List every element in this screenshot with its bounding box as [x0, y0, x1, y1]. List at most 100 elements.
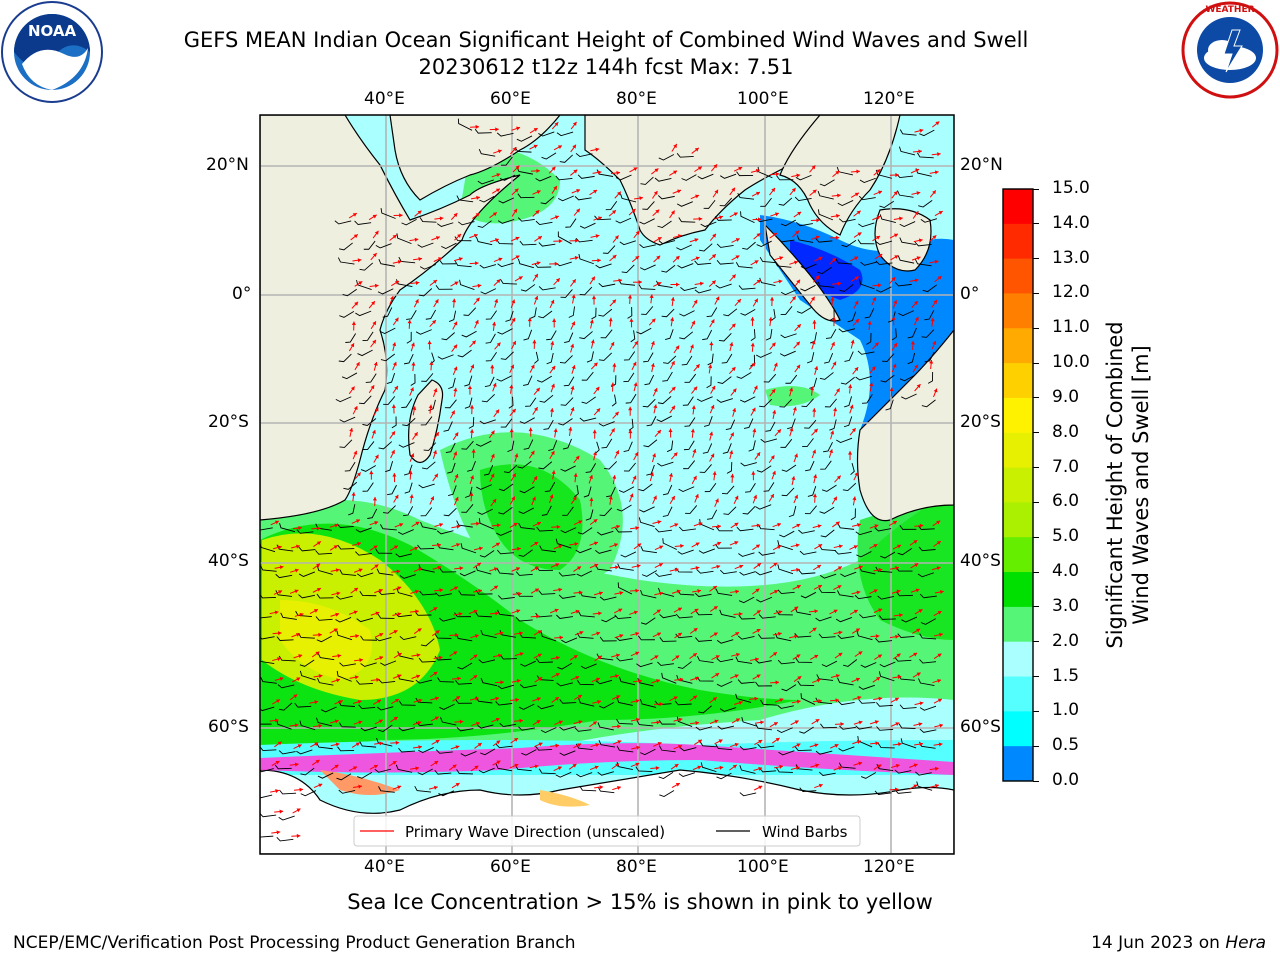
wind-barb [666, 440, 674, 453]
wave-direction-arrowhead [274, 520, 279, 525]
wave-direction-arrowhead [758, 739, 763, 744]
wave-direction-arrowhead [349, 427, 354, 432]
wind-barb [707, 353, 714, 366]
wind-barb [854, 594, 872, 600]
wind-barb [695, 637, 713, 642]
wave-direction-arrowhead [415, 589, 419, 594]
wave-direction-arrowhead [355, 634, 359, 639]
wind-barb [760, 197, 772, 207]
wave-direction-arrowhead [939, 589, 944, 595]
wave-direction-arrowhead [493, 567, 498, 572]
lat-label-right-20s: 20°S [960, 412, 1001, 432]
wave-direction-arrowhead [515, 697, 520, 702]
wind-barb [447, 462, 456, 474]
wind-barb [538, 768, 556, 775]
wave-direction-arrowhead [934, 170, 939, 175]
wind-barb [500, 418, 513, 428]
wave-direction-arrowhead [357, 258, 362, 263]
wind-barb [876, 763, 894, 772]
wave-direction-arrowhead [694, 676, 699, 681]
wave-direction-arrowhead [814, 743, 819, 748]
wind-barb [781, 684, 797, 692]
wind-barb [743, 418, 754, 429]
wind-barb [736, 171, 754, 177]
wave-direction-arrowhead [416, 674, 421, 679]
wind-barb [620, 193, 637, 203]
lon-label-bottom-40e: 40°E [364, 857, 405, 877]
wind-barb [577, 527, 593, 535]
colorbar-tick-label: 9.0 [1052, 386, 1080, 407]
wave-direction-arrowhead [854, 300, 859, 305]
wind-barb [497, 595, 515, 600]
lat-label-left-40s: 40°S [208, 551, 249, 571]
wave-direction-arrowhead [534, 588, 539, 593]
wave-direction-arrowhead [293, 694, 298, 699]
wind-barb [485, 352, 497, 362]
wind-barb [276, 837, 294, 842]
wind-barb [638, 517, 655, 527]
wave-direction-arrowhead [473, 654, 478, 659]
wave-direction-arrowhead [775, 172, 780, 177]
wind-barb [383, 396, 396, 405]
wave-direction-arrowhead [652, 453, 657, 458]
wind-barb [794, 196, 812, 202]
wave-direction-arrowhead [709, 431, 714, 436]
wave-direction-arrowhead [453, 344, 458, 349]
wave-direction-arrowhead [433, 785, 438, 790]
wind-barb [654, 177, 672, 182]
wind-barb [365, 373, 377, 383]
wind-barb [657, 461, 674, 467]
wave-direction-arrowhead [458, 257, 463, 262]
wave-direction-arrowhead [637, 543, 642, 548]
wind-barb [374, 768, 392, 773]
map-subtitle: 20230612 t12z 144h fcst Max: 7.51 [418, 55, 794, 79]
wind-barb [448, 485, 457, 497]
wave-direction-arrowhead [794, 720, 799, 725]
wind-barb [387, 484, 397, 496]
wind-barb [738, 285, 756, 290]
wave-direction-arrowhead [671, 210, 675, 215]
wind-barb [758, 614, 776, 619]
wave-direction-arrowhead [777, 631, 782, 636]
wave-direction-arrowhead [635, 230, 640, 235]
wind-barb [615, 636, 633, 641]
wave-direction-arrowhead [418, 256, 423, 262]
wind-barb [920, 218, 938, 223]
wave-direction-arrowhead [893, 191, 898, 196]
wave-direction-arrowhead [773, 232, 778, 237]
wind-barb [815, 238, 833, 243]
wind-barb [355, 680, 373, 685]
wave-direction-arrowhead [496, 523, 501, 528]
wind-barb [837, 523, 855, 530]
wave-direction-arrowhead [657, 520, 662, 525]
wave-direction-arrowhead [519, 718, 524, 723]
wave-direction-arrowhead [435, 739, 440, 744]
wind-barb [464, 486, 473, 498]
wave-direction-arrowhead [936, 541, 941, 545]
wind-barb [917, 525, 935, 530]
wave-direction-arrowhead [875, 634, 880, 639]
wind-barb [777, 704, 794, 709]
wind-barb [807, 485, 817, 497]
wind-barb [425, 309, 437, 320]
wind-barb [678, 772, 696, 777]
colorbar-tick-label: 0.5 [1052, 735, 1080, 756]
wave-direction-arrowhead [715, 655, 720, 659]
wave-direction-arrowhead [779, 256, 784, 261]
wind-barb [500, 278, 517, 285]
wind-barb [640, 545, 657, 554]
wave-direction-arrowhead [614, 411, 619, 416]
wind-barb [715, 283, 732, 289]
wind-barb [720, 173, 737, 179]
wind-barb [342, 288, 357, 297]
wave-direction-legend-label: Primary Wave Direction (unscaled) [405, 823, 665, 841]
wave-direction-arrowhead [595, 234, 600, 239]
wind-barb [655, 528, 672, 533]
wind-barb [780, 289, 797, 296]
wind-barb [586, 351, 594, 363]
wave-direction-arrowhead [895, 722, 900, 726]
wind-barb [578, 697, 595, 707]
wind-barb [540, 727, 557, 734]
wind-barb [800, 693, 816, 705]
wave-direction-arrowhead [913, 540, 918, 544]
